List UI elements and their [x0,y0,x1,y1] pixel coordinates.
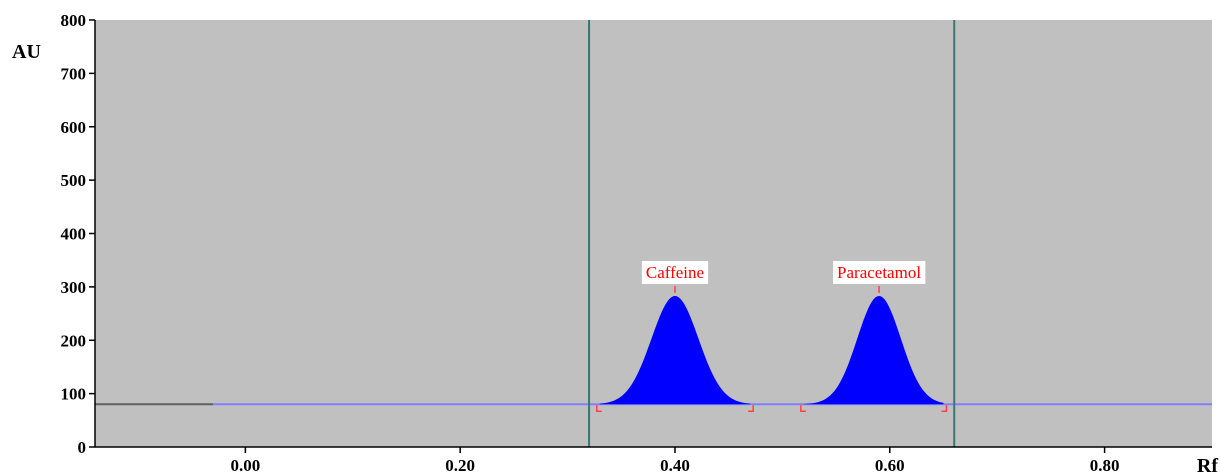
x-tick-label: 0.80 [1090,456,1120,475]
peak-label-box [641,260,709,284]
peak-paracetamol [803,295,944,405]
y-tick-label: 800 [61,11,87,30]
peak-end-bracket [941,405,948,413]
y-tick-label: 100 [61,385,87,404]
x-tick-label: 0.20 [445,456,475,475]
peak-label-caffeine: Caffeine [646,263,704,282]
x-axis-label: Rf [1197,455,1218,476]
y-tick-label: 300 [61,278,87,297]
y-tick-label: 200 [61,331,87,350]
x-tick-label: 0.40 [660,456,690,475]
y-tick-label: 600 [61,118,87,137]
peak-start-bracket [596,405,602,413]
y-tick-label: 0 [78,438,87,457]
y-tick-label: 500 [61,171,87,190]
peak-label-paracetamol: Paracetamol [837,263,921,282]
peak-end-bracket [748,405,754,413]
peak-label-box [833,260,926,284]
peak-start-bracket [800,405,806,413]
peak-caffeine [599,295,751,405]
y-tick-label: 400 [61,225,87,244]
x-tick-label: 0.00 [230,456,260,475]
y-tick-label: 700 [61,64,87,83]
y-axis-label: AU [12,41,41,63]
x-tick-label: 0.60 [875,456,905,475]
